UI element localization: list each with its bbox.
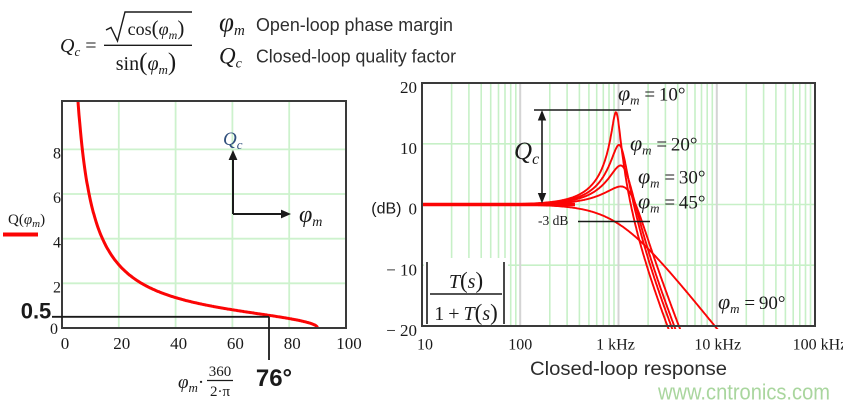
- svg-text:2·π: 2·π: [210, 384, 230, 400]
- svg-text:0: 0: [50, 321, 58, 338]
- svg-text:4: 4: [53, 235, 61, 252]
- svg-text:(dB): (dB): [371, 201, 401, 218]
- svg-text:1 kHz: 1 kHz: [596, 337, 635, 354]
- svg-text:Q(φm): Q(φm): [8, 212, 45, 230]
- svg-text:φm = 30°: φm = 30°: [638, 164, 705, 191]
- svg-text:φm: φm: [299, 202, 322, 230]
- svg-text:Qc: Qc: [219, 44, 243, 72]
- svg-text:cos(φm): cos(φm): [128, 16, 185, 42]
- svg-text:− 10: − 10: [386, 260, 417, 279]
- svg-text:φm = 10°: φm = 10°: [618, 81, 685, 108]
- svg-text:2: 2: [53, 279, 61, 296]
- svg-text:80: 80: [284, 334, 301, 353]
- svg-text:φm = 20°: φm = 20°: [630, 131, 697, 158]
- svg-text:T(s): T(s): [449, 268, 483, 293]
- svg-text:-3 dB: -3 dB: [538, 213, 568, 228]
- svg-text:φm·: φm·: [178, 372, 204, 395]
- svg-text:100: 100: [508, 337, 532, 354]
- svg-text:6: 6: [53, 190, 61, 207]
- svg-text:0.5: 0.5: [21, 299, 52, 324]
- svg-text:Closed-loop response: Closed-loop response: [530, 358, 727, 380]
- svg-text:76°: 76°: [256, 365, 292, 392]
- svg-text:60: 60: [227, 334, 244, 353]
- svg-text:Qc =: Qc =: [60, 35, 97, 59]
- svg-text:10 kHz: 10 kHz: [694, 337, 741, 354]
- svg-text:0: 0: [61, 334, 70, 353]
- svg-text:100: 100: [336, 334, 362, 353]
- svg-text:20: 20: [113, 334, 130, 353]
- svg-text:8: 8: [53, 145, 61, 162]
- svg-text:sin(φm): sin(φm): [116, 49, 176, 77]
- svg-text:− 20: − 20: [386, 321, 417, 340]
- svg-text:Open-loop phase margin: Open-loop phase margin: [256, 15, 453, 35]
- svg-text:10: 10: [417, 337, 433, 354]
- svg-text:www.cntronics.com: www.cntronics.com: [657, 380, 830, 405]
- svg-text:φm = 90°: φm = 90°: [718, 289, 785, 316]
- svg-text:1 + T(s): 1 + T(s): [434, 300, 498, 325]
- svg-text:100 kHz: 100 kHz: [793, 337, 843, 354]
- svg-text:10: 10: [400, 139, 417, 158]
- svg-text:φm = 45°: φm = 45°: [638, 189, 705, 216]
- svg-text:Qc: Qc: [514, 138, 539, 168]
- svg-text:360: 360: [209, 364, 232, 380]
- svg-text:Closed-loop quality factor: Closed-loop quality factor: [256, 47, 456, 67]
- svg-text:40: 40: [170, 334, 187, 353]
- svg-text:20: 20: [400, 78, 417, 97]
- svg-text:Qc: Qc: [223, 129, 243, 152]
- svg-text:φm: φm: [219, 7, 245, 39]
- svg-text:0: 0: [409, 200, 418, 219]
